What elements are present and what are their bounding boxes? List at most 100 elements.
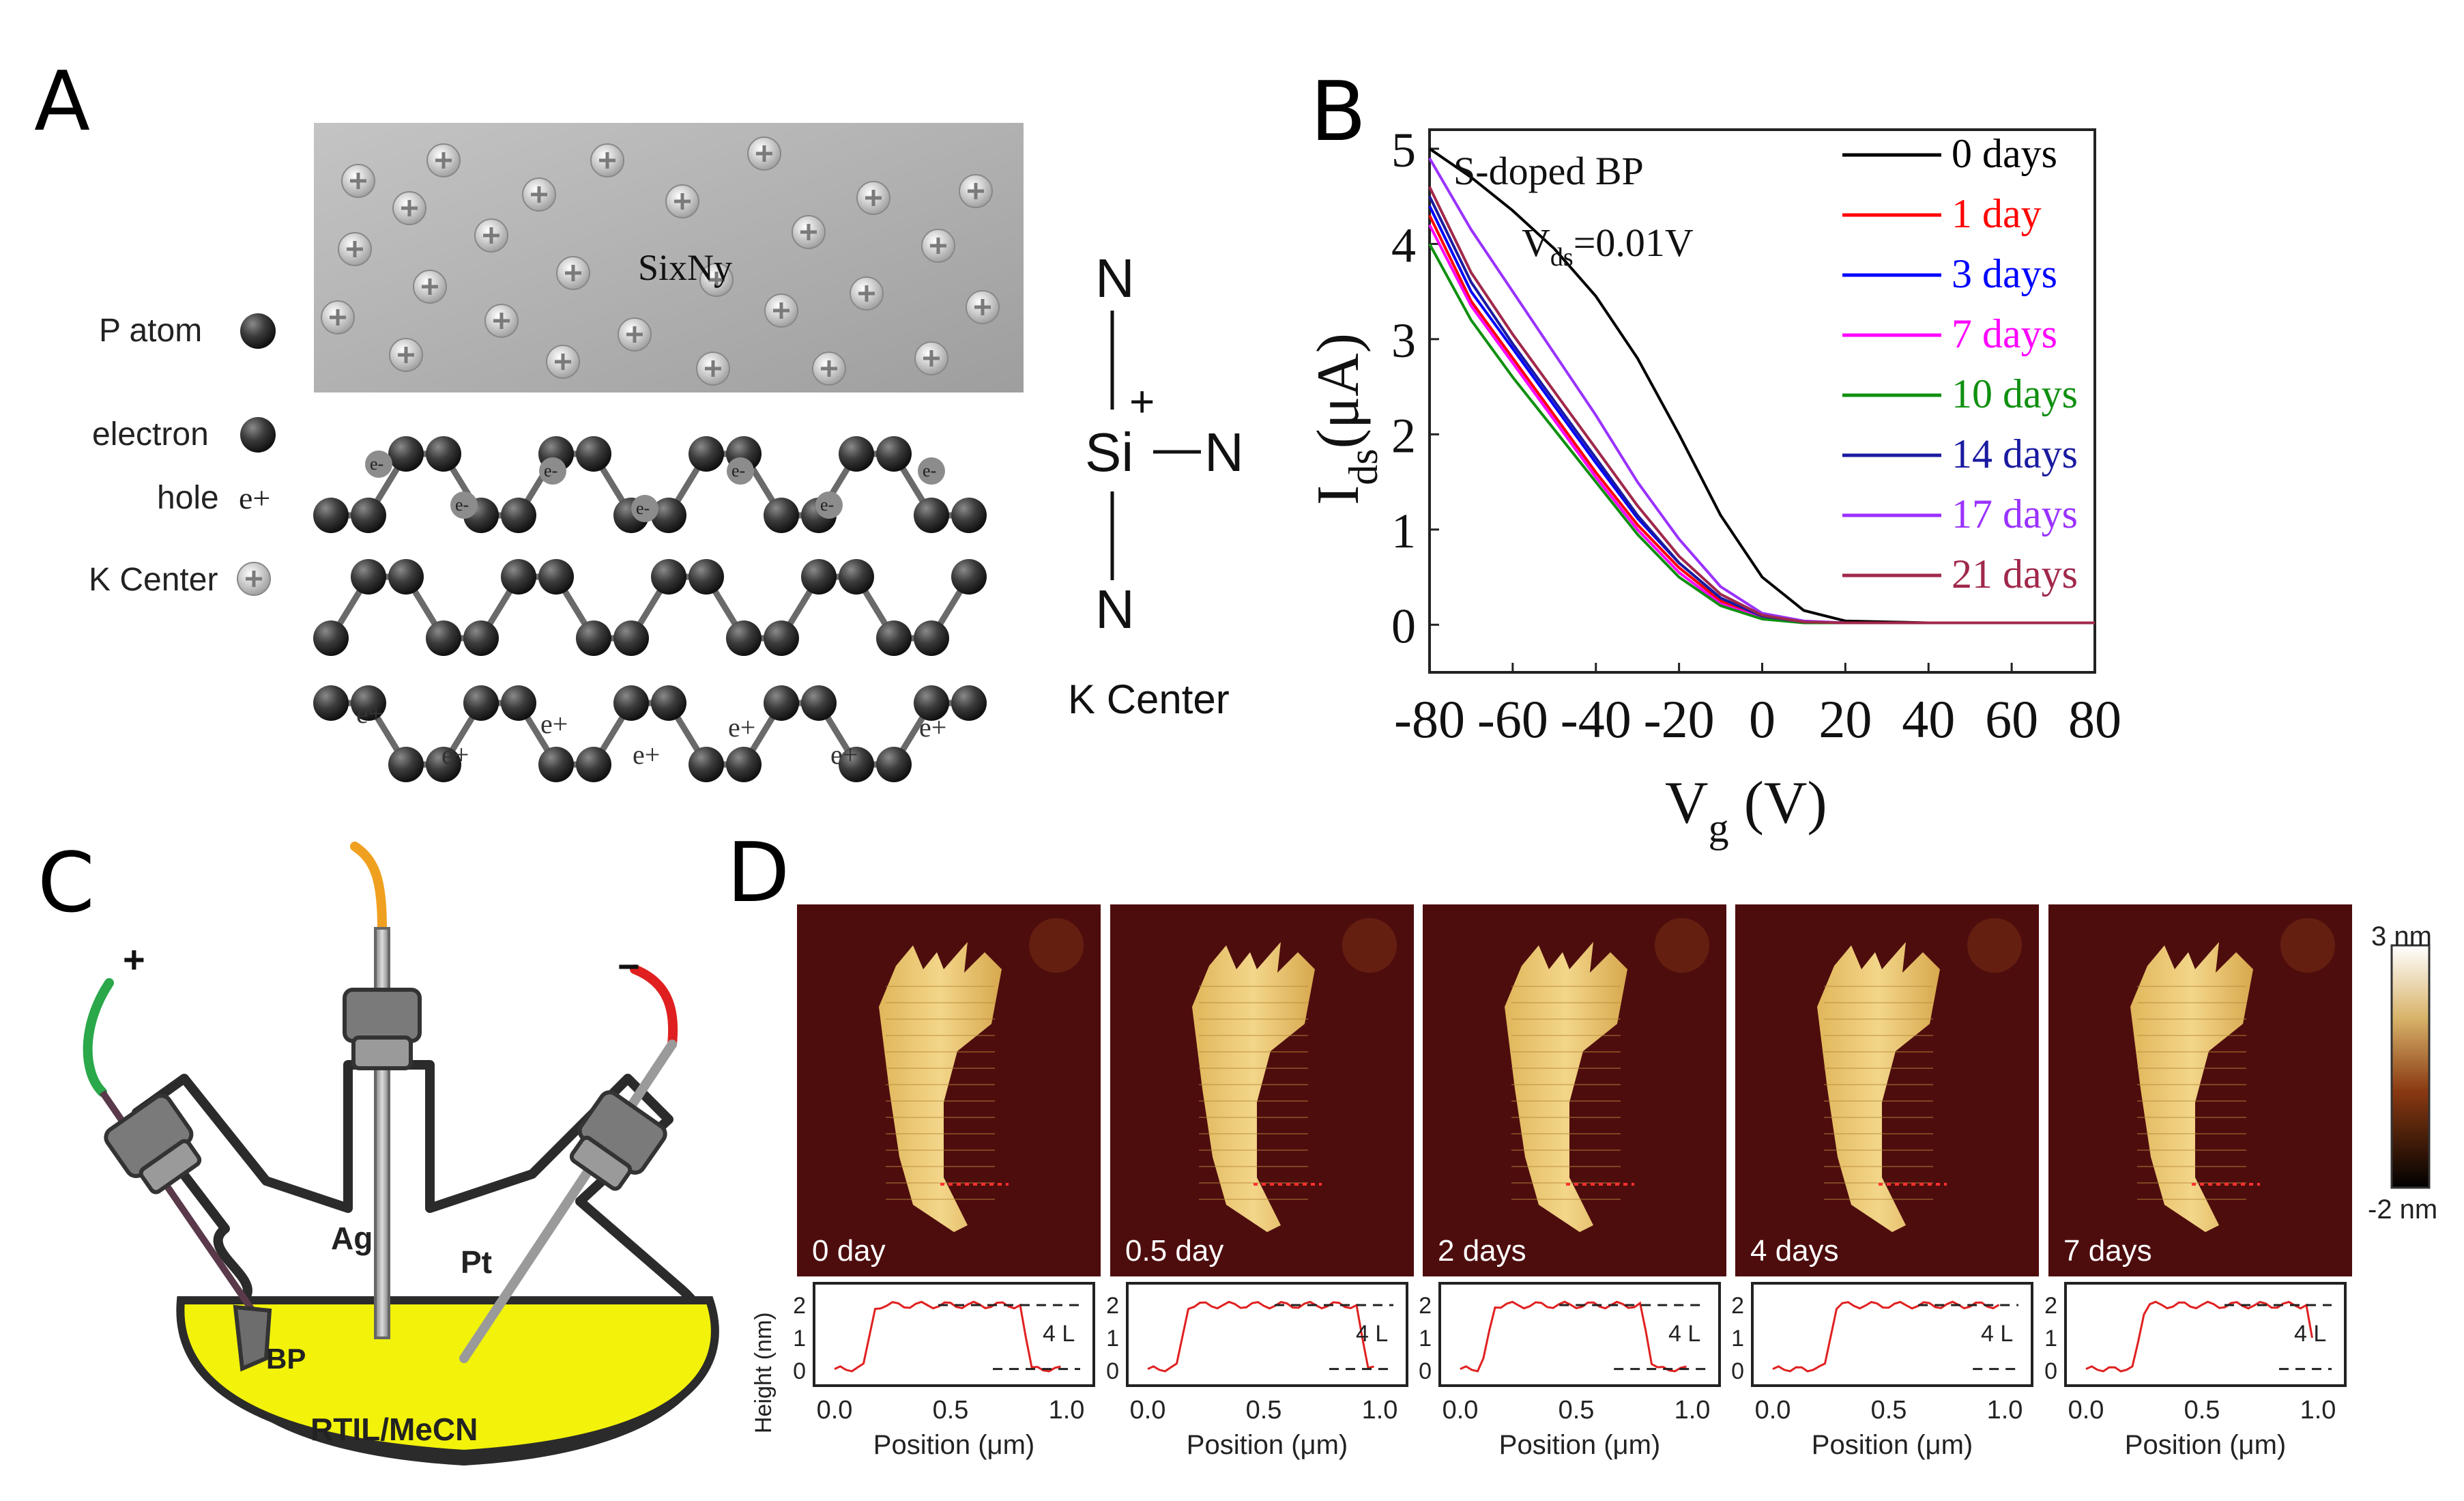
electron-symbol: e-	[544, 461, 557, 481]
profile-x-tick: 0.0	[1443, 1396, 1479, 1425]
p-atom	[613, 685, 649, 721]
afm-time-label: 0 day	[812, 1234, 886, 1268]
p-atom	[313, 498, 349, 533]
p-atom	[801, 559, 837, 595]
panel-d: D 0 day 0.5 day 2 days 4 days 7 days 3 nm -2…	[727, 826, 2437, 1460]
bp-bond-row-1	[328, 573, 972, 642]
colorbar-min: -2 nm	[2368, 1195, 2437, 1225]
profile-x-tick: 0.5	[1559, 1396, 1595, 1425]
k-center-23	[547, 345, 579, 378]
bp-flake	[1817, 942, 1940, 1232]
panel-c: C + − Ag Pt BP RTIL/MeCN	[38, 836, 719, 1466]
p-atom	[914, 498, 949, 533]
profile-box	[1126, 1282, 1408, 1387]
legend-electron-icon	[240, 417, 276, 453]
x-tick-label: -20	[1644, 689, 1715, 749]
p-atom	[689, 747, 724, 782]
afm-images: 0 day 0.5 day 2 days 4 days 7 days	[797, 904, 2352, 1276]
p-atom	[538, 559, 574, 595]
profile-y-tick: 2	[1106, 1293, 1119, 1319]
legend-label-5: 14 days	[1952, 431, 2078, 476]
profile-x-tick: 0.5	[1871, 1396, 1907, 1425]
k-center-1	[427, 144, 460, 177]
position-axis-label: Position (μm)	[1499, 1430, 1660, 1460]
position-axis-label: Position (μm)	[873, 1430, 1034, 1460]
p-atom	[876, 620, 912, 656]
electron-symbol: e-	[370, 454, 383, 474]
profile-y-tick: 0	[2044, 1358, 2057, 1384]
reference-wire	[350, 842, 387, 933]
p-atom	[313, 685, 349, 721]
x-tick-label: -60	[1477, 689, 1548, 749]
k-center-13	[414, 270, 446, 303]
chart-axes: -80 -60 -40 -20 0 20 40 60 80 0 1 2 3 4 5	[1391, 123, 2121, 749]
electron	[365, 451, 392, 478]
panel-c-letter: C	[38, 836, 95, 931]
structure-n-right: N	[1204, 422, 1244, 483]
k-center-12	[922, 229, 955, 262]
afm-particle	[1967, 918, 2022, 973]
k-center-20	[765, 294, 798, 327]
position-axis-label: Position (μm)	[2125, 1430, 2286, 1460]
profile-x-tick: 0.0	[1755, 1396, 1791, 1425]
legend-label-0: 0 days	[1952, 131, 2057, 176]
y-tick-label: 5	[1391, 123, 1416, 177]
x-tick-label: -40	[1561, 689, 1632, 749]
profile-y-tick: 2	[793, 1293, 806, 1319]
negative-terminal: −	[618, 945, 640, 988]
x-tick-label: 80	[2068, 689, 2121, 749]
legend-k-center-icon	[237, 562, 270, 595]
y-tick-label: 0	[1391, 599, 1416, 653]
bp-flake	[2130, 942, 2253, 1232]
chart-y-label: Ids(μA)	[1305, 333, 1386, 505]
electron	[450, 491, 478, 519]
p-atom	[388, 747, 424, 782]
pt-electrode	[459, 1040, 677, 1363]
afm-frame-3: 4 days	[1735, 904, 2039, 1276]
bp-sample	[233, 1304, 272, 1372]
p-atom	[764, 620, 799, 656]
y-tick-label: 4	[1391, 218, 1416, 272]
profile-y-tick: 0	[1419, 1358, 1432, 1384]
p-atom	[313, 620, 349, 656]
profile-y-tick: 0	[1106, 1358, 1119, 1384]
legend-hole-symbol: e+	[239, 481, 270, 515]
panel-b-letter: B	[1310, 65, 1366, 160]
k-center-21	[966, 291, 999, 324]
k-center-caption: K Center	[1068, 676, 1230, 722]
p-atom	[426, 436, 461, 472]
structure-n-top: N	[1095, 248, 1135, 309]
bp-flake	[1505, 942, 1627, 1232]
y-tick-label: 3	[1391, 313, 1416, 368]
hole-symbol: e+	[356, 698, 383, 729]
colorbar-max: 3 nm	[2371, 921, 2432, 952]
colorbar	[2390, 944, 2431, 1189]
k-center-6	[666, 185, 699, 218]
profile-y-tick: 2	[1731, 1293, 1744, 1319]
series-line-0	[1428, 147, 2095, 625]
profile-trace	[2085, 1300, 2313, 1373]
p-atom	[764, 498, 799, 533]
p-atom	[651, 559, 686, 595]
positive-wire	[83, 978, 114, 1097]
profile-box	[1751, 1282, 2033, 1387]
height-profile-1: 2 1 0 0.0 0.5 1.0 4 L Position (μm)	[1106, 1282, 1408, 1460]
negative-wire	[630, 964, 678, 1049]
p-atom	[951, 498, 987, 533]
k-center-17	[321, 301, 354, 334]
k-center-10	[475, 219, 508, 252]
position-axis-label: Position (μm)	[1812, 1430, 1973, 1460]
sixny-label: SixNy	[638, 247, 732, 288]
p-atom	[839, 559, 874, 595]
solution	[176, 1296, 719, 1459]
x-tick-label: 20	[1818, 689, 1872, 749]
x-tick-label: 40	[1902, 689, 1955, 749]
profile-y-tick: 1	[1419, 1326, 1432, 1352]
legend-electron: electron	[92, 416, 209, 453]
p-atom	[689, 559, 724, 595]
k-center-25	[813, 352, 845, 385]
middle-stopper	[343, 988, 422, 1043]
hole-symbol: e+	[540, 709, 568, 739]
p-atom	[576, 747, 611, 782]
electron	[815, 491, 843, 519]
